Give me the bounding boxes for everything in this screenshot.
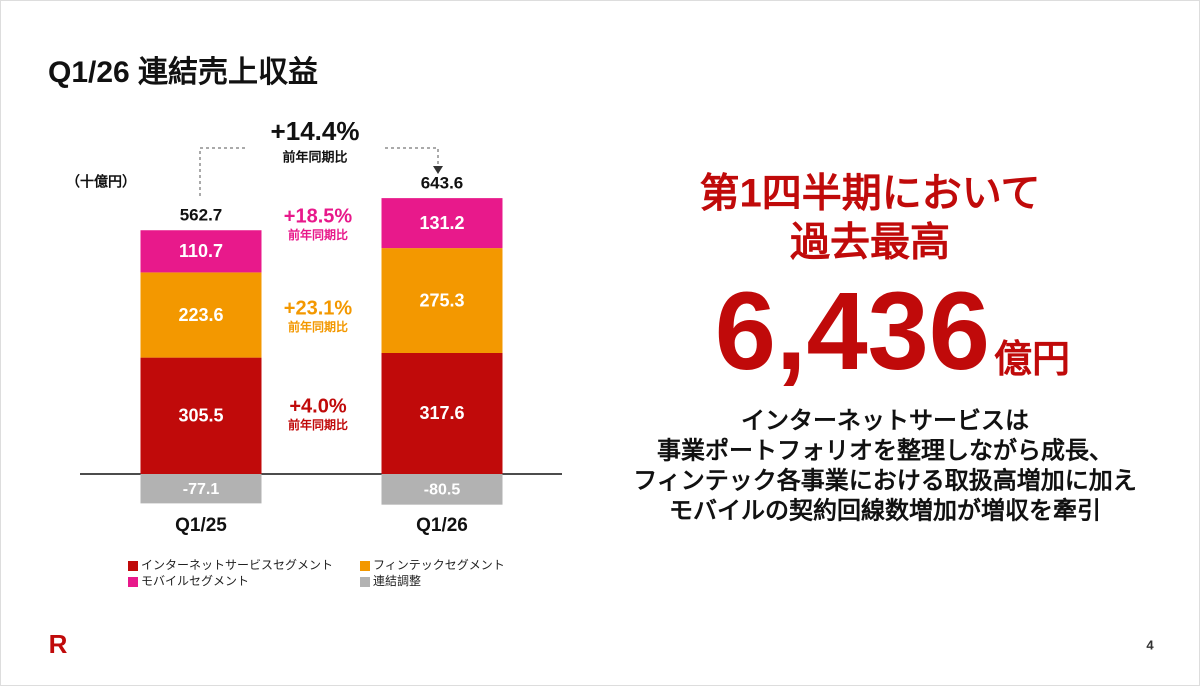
bar-segment	[381, 198, 503, 249]
logo: R	[49, 629, 68, 659]
bar-segment	[140, 272, 262, 358]
legend-swatch	[360, 561, 370, 571]
segment-growth-note: 前年同期比	[288, 319, 348, 334]
legend-label: 連結調整	[373, 573, 421, 588]
data-label: 131.2	[419, 213, 464, 233]
data-label: -77.1	[183, 481, 220, 498]
slide-title: Q1/26 連結売上収益	[48, 55, 318, 89]
data-label: 275.3	[419, 290, 464, 310]
description-line: モバイルの契約回線数増加が増収を牽引	[669, 496, 1101, 524]
bar-segment	[381, 352, 503, 474]
total-label: 562.7	[180, 206, 223, 225]
segment-growth: +4.0%	[289, 395, 346, 417]
total-label: 643.6	[421, 174, 464, 193]
total-growth-note: 前年同期比	[282, 149, 347, 164]
page-number: 4	[1146, 637, 1154, 652]
legend-swatch	[128, 561, 138, 571]
data-label: -80.5	[424, 482, 461, 499]
segment-growth: +18.5%	[284, 205, 353, 227]
data-label: 110.7	[179, 241, 223, 261]
x-tick-label: Q1/26	[416, 515, 468, 536]
description-line: 事業ポートフォリオを整理しながら成長、	[657, 436, 1113, 464]
total-growth: +14.4%	[271, 116, 360, 146]
bar-segment	[381, 474, 503, 505]
segment-growth: +23.1%	[284, 297, 353, 319]
data-label: 317.6	[419, 403, 464, 423]
bracket-arrow	[433, 166, 443, 174]
x-tick-label: Q1/25	[175, 515, 227, 536]
bar-segment	[140, 357, 262, 474]
bar-segment	[140, 230, 262, 273]
data-label: 223.6	[178, 305, 223, 325]
highlight-line: 第1四半期において	[699, 172, 1040, 216]
headline-number: 6,436	[715, 270, 990, 393]
legend-swatch	[360, 577, 370, 587]
data-label: 305.5	[178, 406, 223, 426]
legend-label: フィンテックセグメント	[373, 558, 505, 572]
legend-swatch	[128, 577, 138, 587]
description-line: フィンテック各事業における取扱高増加に加え	[633, 466, 1137, 494]
segment-growth-note: 前年同期比	[288, 417, 348, 432]
bar-segment	[140, 474, 262, 504]
unit-label: （十億円）	[66, 174, 136, 190]
legend-label: インターネットサービスセグメント	[141, 558, 333, 572]
highlight-line: 過去最高	[790, 221, 950, 265]
bar-segment	[381, 248, 503, 353]
headline-unit: 億円	[994, 339, 1070, 381]
segment-growth-note: 前年同期比	[288, 227, 348, 242]
growth-bracket	[199, 147, 439, 196]
description-line: インターネットサービスは	[741, 407, 1029, 434]
legend-label: モバイルセグメント	[141, 574, 249, 588]
